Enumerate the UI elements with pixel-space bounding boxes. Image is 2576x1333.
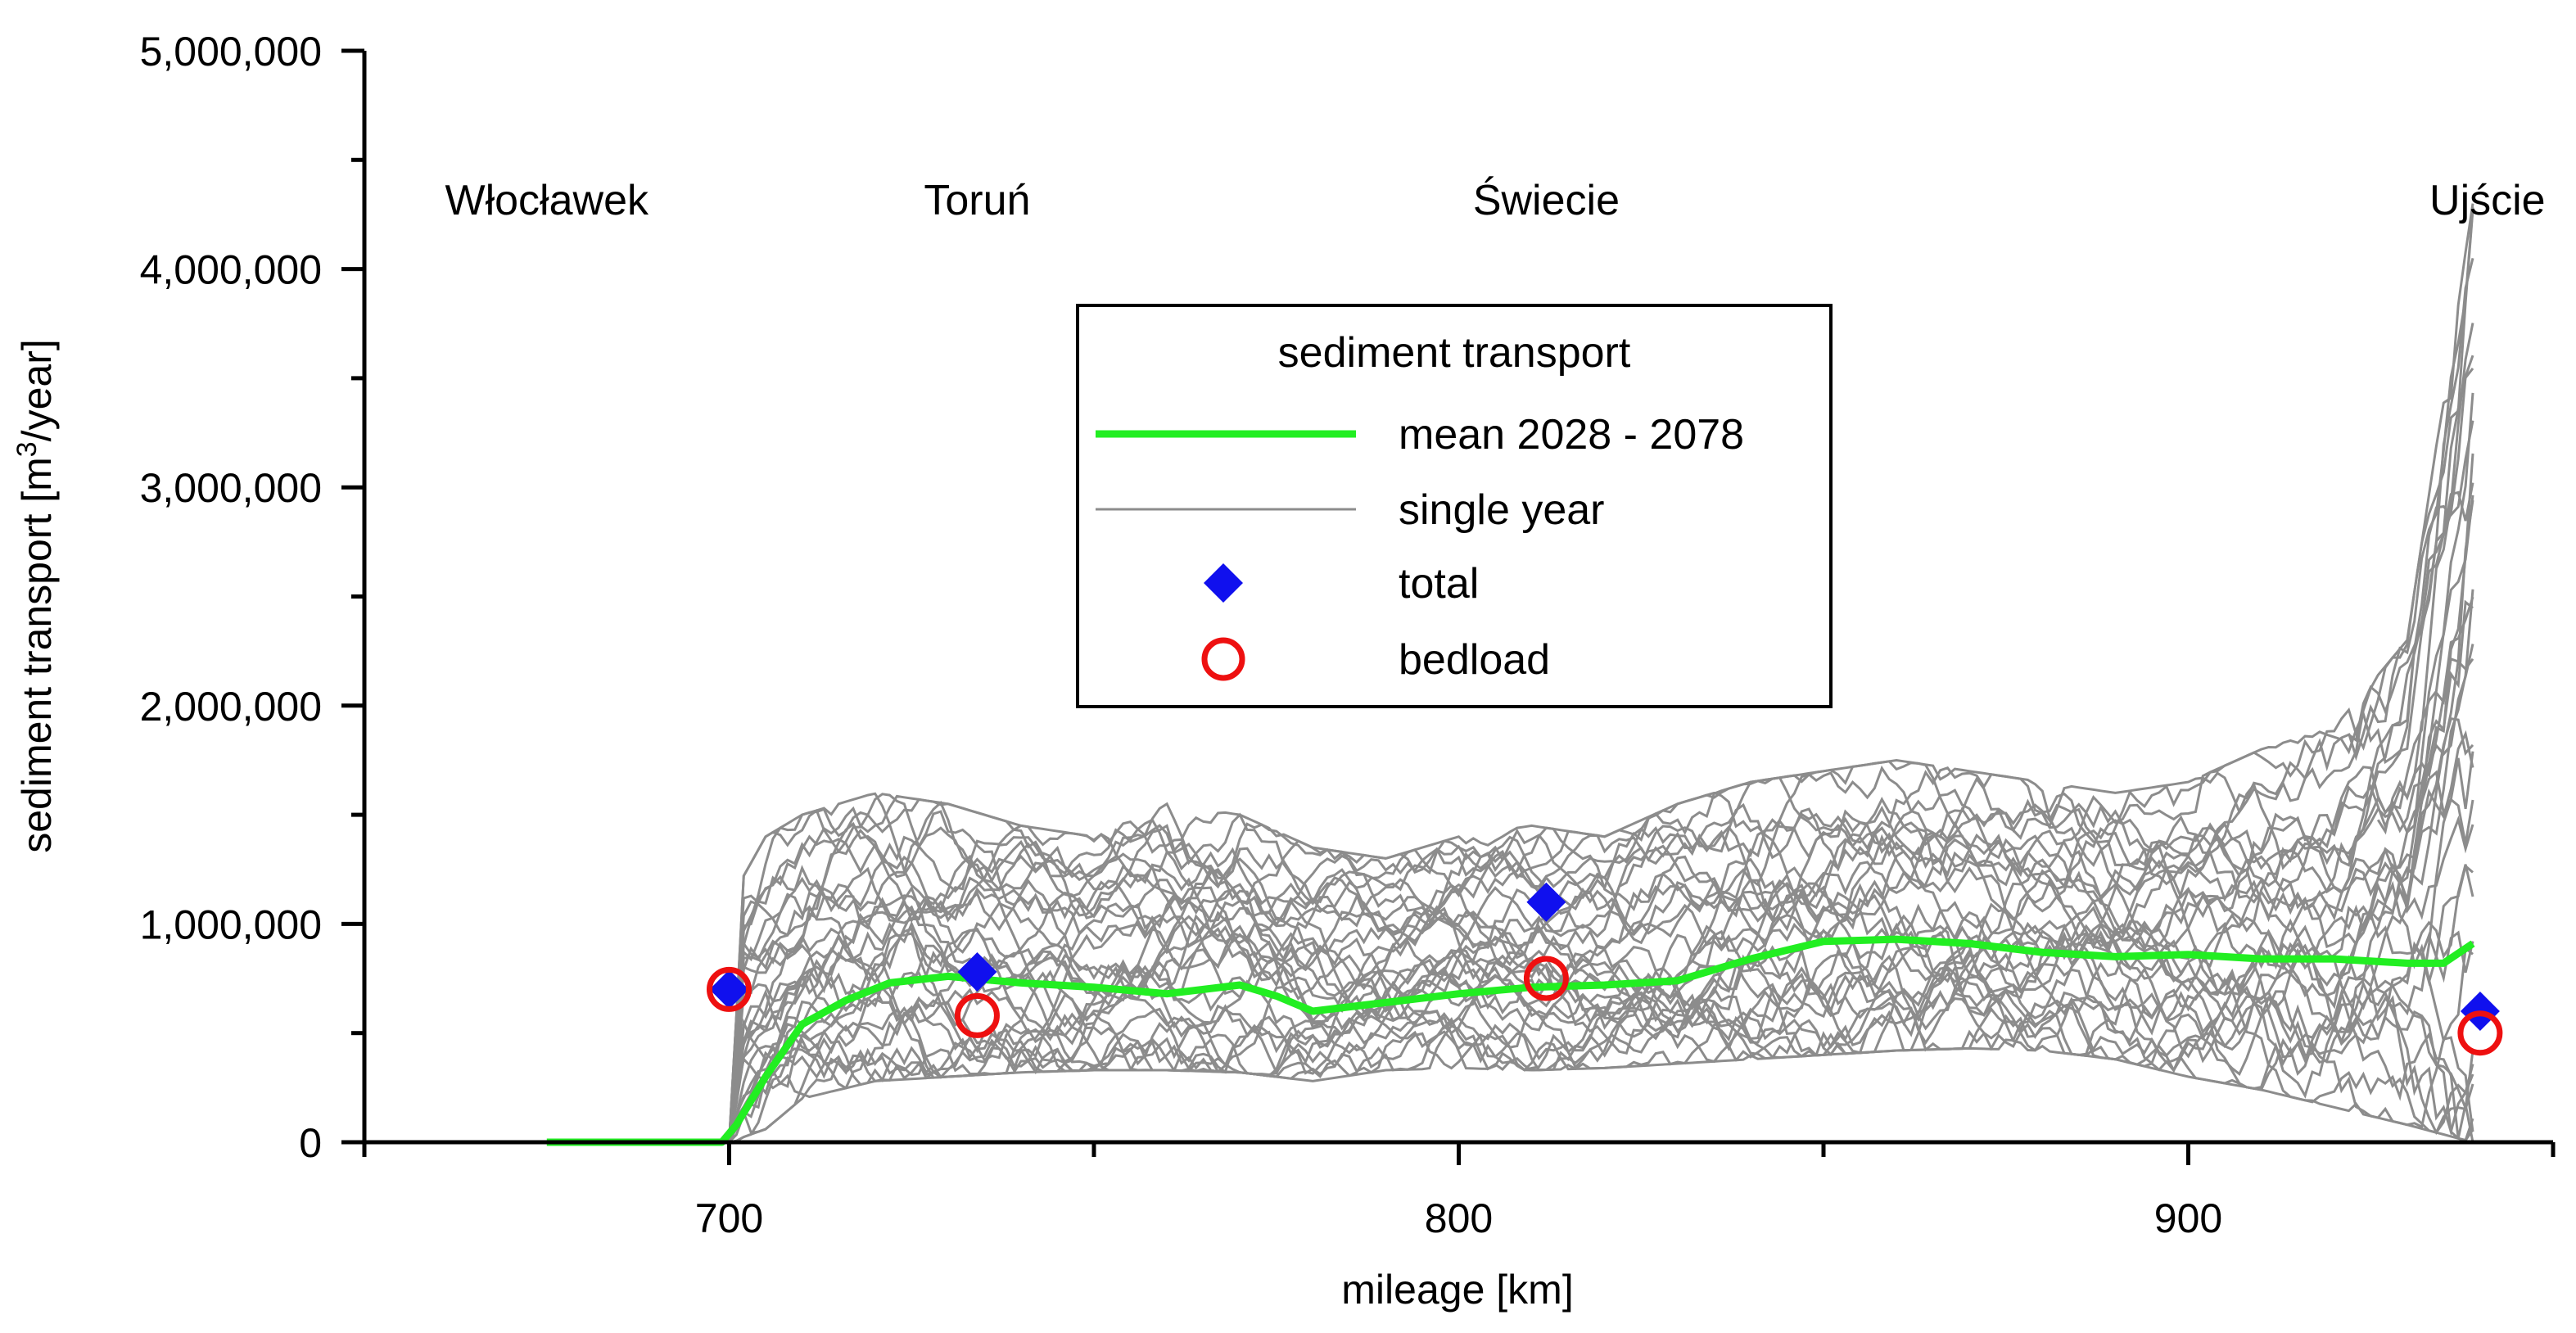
total-marker	[1526, 882, 1566, 922]
marker-layer	[707, 882, 2503, 1056]
single-year-line	[728, 453, 2474, 1143]
location-labels: Włocławek Toruń Świecie Ujście	[445, 176, 2546, 224]
y-tick-label: 1,000,000	[140, 901, 322, 947]
y-tick-label: 2,000,000	[140, 684, 322, 730]
legend-mean-label: mean 2028 - 2078	[1399, 411, 1744, 459]
x-axis-title: mileage [km]	[1341, 1267, 1573, 1313]
location-label: Toruń	[924, 177, 1030, 224]
x-tick-label: 800	[1425, 1195, 1493, 1241]
y-tick-label: 3,000,000	[140, 465, 322, 511]
single-year-line	[728, 367, 2474, 1143]
single-year-line	[728, 957, 2474, 1143]
location-label: Ujście	[2429, 177, 2546, 224]
single-year-line	[728, 355, 2474, 1143]
y-axis-title: sediment transport [m3/year]	[11, 339, 60, 853]
x-tick-label: 900	[2154, 1195, 2222, 1241]
single-year-line	[2407, 589, 2474, 874]
single-year-line	[729, 998, 2474, 1144]
single-year-line	[728, 596, 2474, 1143]
bedload-marker	[954, 992, 1000, 1038]
location-label: Włocławek	[445, 177, 649, 224]
total-marker	[957, 952, 997, 992]
y-axis-title-tail: /year]	[14, 339, 60, 441]
x-tick-label: 700	[695, 1195, 763, 1241]
location-label: Świecie	[1473, 176, 1620, 224]
single-year-line	[728, 751, 2474, 1143]
legend-total-marker	[1204, 563, 1243, 603]
single-year-line	[728, 902, 2474, 1143]
legend-single-label: single year	[1399, 486, 1604, 534]
legend: sediment transport mean 2028 - 2078 sing…	[1076, 304, 1833, 708]
single-year-line	[728, 209, 2474, 1143]
y-axis-title-main: sediment transport [m	[14, 457, 60, 853]
legend-bedload-marker	[1201, 637, 1245, 681]
y-tick-label: 4,000,000	[140, 247, 322, 293]
axis-ticks: 700 800 900 0 1,000,000 2,000,000 3,000,000 4,0…	[140, 29, 2556, 1241]
single-year-line	[728, 482, 2474, 1143]
bedload-marker	[1523, 956, 1569, 1001]
single-year-line	[2376, 392, 2474, 835]
legend-total-label: total	[1399, 560, 1479, 608]
single-year-line	[2348, 207, 2474, 761]
total-marker	[709, 969, 749, 1010]
bedload-marker	[707, 966, 752, 1012]
legend-box	[1076, 304, 1833, 708]
legend-bedload-label: bedload	[1399, 636, 1550, 684]
single-year-line	[728, 499, 2474, 1143]
single-year-line	[728, 967, 2474, 1143]
single-year-line	[728, 965, 2474, 1143]
mean-line-layer	[546, 935, 2475, 1146]
single-year-line	[728, 798, 2474, 1143]
mean-line	[546, 935, 2475, 1146]
y-tick-label: 0	[299, 1120, 322, 1166]
single-year-line	[728, 420, 2474, 1143]
y-axis-title-sup: 3	[11, 441, 43, 457]
y-tick-label: 5,000,000	[140, 29, 322, 75]
legend-title: sediment transport	[1278, 329, 1631, 377]
bedload-marker	[2457, 1010, 2503, 1056]
